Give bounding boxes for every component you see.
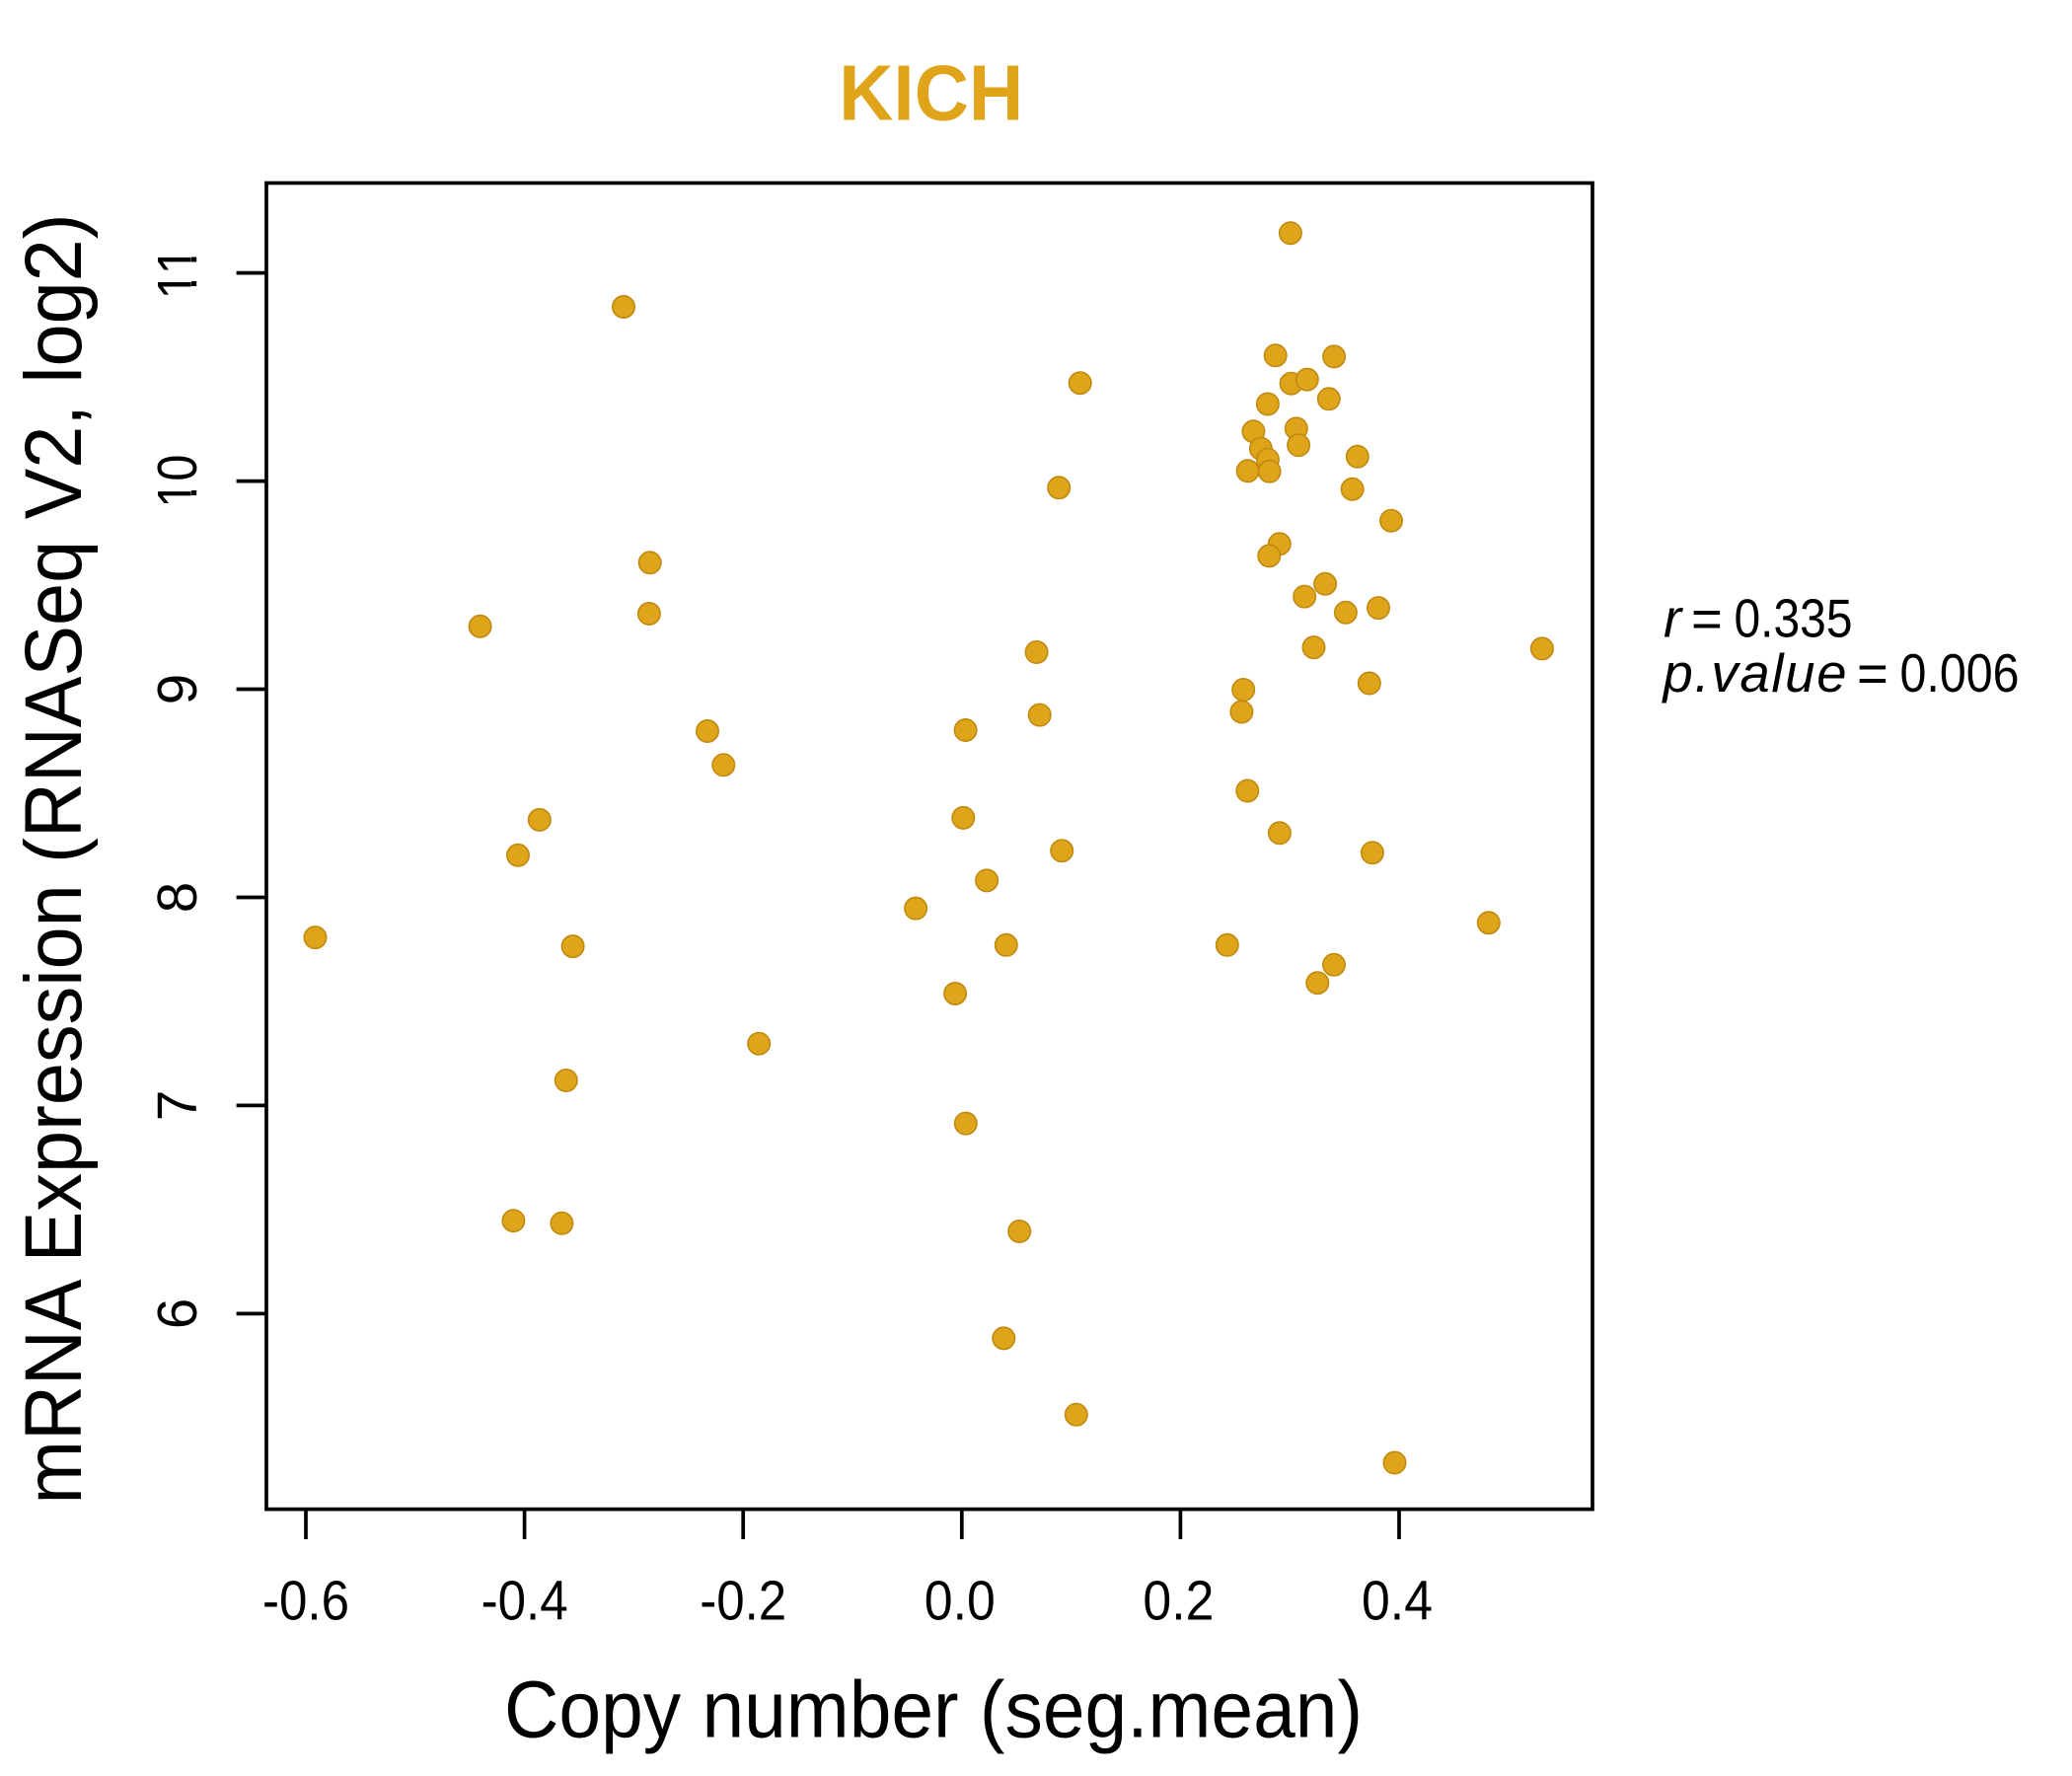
svg-text:8: 8	[146, 882, 208, 913]
svg-text:KICH: KICH	[839, 49, 1023, 137]
svg-text:-0.4: -0.4	[481, 1569, 568, 1631]
svg-text:-0.2: -0.2	[700, 1569, 786, 1631]
svg-text:Copy number (seg.mean): Copy number (seg.mean)	[504, 1665, 1363, 1755]
svg-text:p.value: p.value	[1662, 643, 1847, 703]
svg-text:0.335: 0.335	[1735, 589, 1853, 649]
svg-text:0.4: 0.4	[1362, 1569, 1433, 1631]
svg-text:11: 11	[146, 247, 208, 300]
svg-text:mRNA Expression (RNASeq V2, lo: mRNA Expression (RNASeq V2, log2)	[9, 214, 99, 1505]
svg-text:10: 10	[146, 455, 208, 508]
svg-text:9: 9	[146, 674, 208, 704]
svg-text:=: =	[1857, 643, 1888, 703]
svg-text:0.2: 0.2	[1143, 1569, 1214, 1631]
svg-text:r: r	[1664, 589, 1683, 649]
svg-text:0.0: 0.0	[925, 1569, 996, 1631]
svg-text:6: 6	[146, 1298, 208, 1329]
svg-text:=: =	[1691, 589, 1723, 649]
svg-text:7: 7	[146, 1090, 208, 1121]
svg-text:-0.6: -0.6	[262, 1569, 349, 1631]
svg-text:0.006: 0.006	[1900, 643, 2020, 703]
